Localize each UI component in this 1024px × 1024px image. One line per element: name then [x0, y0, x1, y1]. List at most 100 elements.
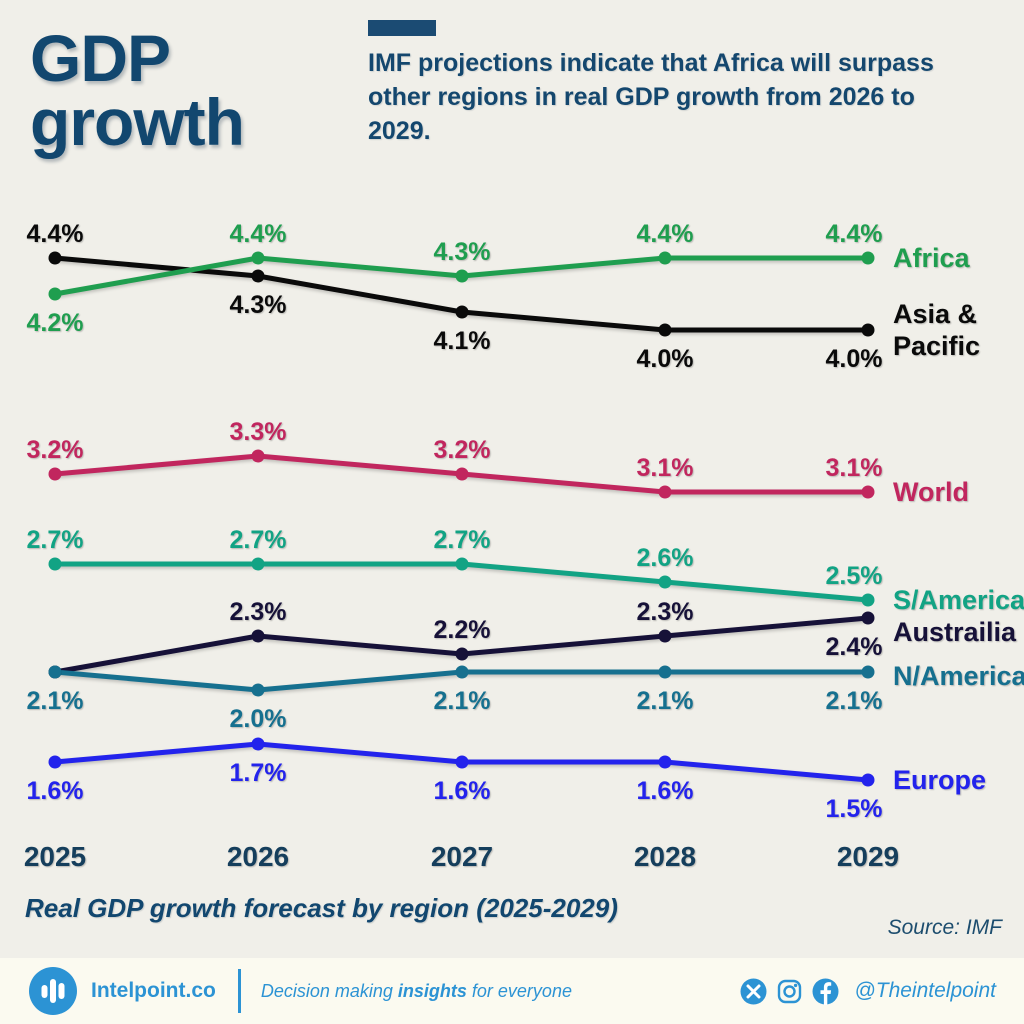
data-point-asia-pacific: [251, 269, 265, 283]
tagline-suffix: for everyone: [466, 980, 572, 1001]
footer-tagline: Decision making insights for everyone: [261, 981, 572, 1002]
value-label-n-america: 2.1%: [434, 687, 491, 715]
page-title-line1: GDP: [30, 21, 171, 95]
footer-divider: [237, 969, 241, 1013]
subtitle-text: IMF projections indicate that Africa wil…: [368, 49, 934, 145]
accent-bar: [368, 20, 436, 36]
value-label-austrailia: 2.3%: [637, 598, 694, 626]
data-point-asia-pacific: [48, 251, 62, 265]
data-point-world: [658, 485, 672, 499]
value-label-s-america: 2.6%: [637, 544, 694, 572]
legend-label-africa: Africa: [893, 243, 971, 273]
value-label-s-america: 2.5%: [826, 562, 883, 590]
x-axis-tick-2028: 2028: [634, 841, 696, 872]
value-label-europe: 1.5%: [826, 795, 883, 823]
data-point-europe: [251, 737, 265, 751]
value-label-africa: 4.3%: [434, 238, 491, 266]
facebook-icon: [812, 978, 839, 1005]
data-point-austrailia: [455, 647, 469, 661]
x-axis-tick-2026: 2026: [227, 841, 289, 872]
value-label-africa: 4.2%: [27, 309, 84, 337]
data-point-n-america: [455, 665, 469, 679]
page-title: GDP growth: [30, 21, 245, 159]
data-point-africa: [861, 251, 875, 265]
data-point-n-america: [861, 665, 875, 679]
data-point-world: [455, 467, 469, 481]
data-point-asia-pacific: [455, 305, 469, 319]
value-label-europe: 1.6%: [27, 777, 84, 805]
bar-chart-logo-icon: [28, 966, 78, 1016]
instagram-icon: [776, 978, 803, 1005]
value-label-world: 3.1%: [826, 454, 883, 482]
data-point-asia-pacific: [658, 323, 672, 337]
legend-label-world: World: [893, 477, 969, 507]
legend-label-n-america: N/America: [893, 661, 1024, 691]
chart-labels: 4.4% 4.3% 4.1% 4.0% 4.0% Asia &Pacific 4.2% 4.4…: [24, 220, 1024, 872]
value-label-n-america: 2.1%: [637, 687, 694, 715]
data-point-austrailia: [658, 629, 672, 643]
data-point-n-america: [251, 683, 265, 697]
legend-label-asia-pacific: Pacific: [893, 331, 980, 361]
series-line-asia-pacific: [52, 255, 871, 333]
value-label-europe: 1.7%: [230, 759, 287, 787]
chart-caption: Real GDP growth forecast by region (2025…: [25, 893, 618, 923]
value-label-asia-pacific: 4.0%: [826, 345, 883, 373]
x-axis-tick-2025: 2025: [24, 841, 86, 872]
value-label-s-america: 2.7%: [230, 526, 287, 554]
value-label-asia-pacific: 4.0%: [637, 345, 694, 373]
value-label-world: 3.2%: [27, 436, 84, 464]
data-point-europe: [658, 755, 672, 769]
value-label-n-america: 2.0%: [230, 705, 287, 733]
x-axis-tick-2029: 2029: [837, 841, 899, 872]
data-point-n-america: [658, 665, 672, 679]
data-point-s-america: [861, 593, 875, 607]
data-point-africa: [48, 287, 62, 301]
social-handle: @Theintelpoint: [854, 979, 996, 1002]
value-label-austrailia: 2.2%: [434, 616, 491, 644]
value-label-austrailia: 2.4%: [826, 633, 883, 661]
footer-bar: Intelpoint.co Decision making insights f…: [0, 958, 1024, 1024]
value-label-austrailia: 2.3%: [230, 598, 287, 626]
tagline-bold: insights: [397, 980, 467, 1001]
data-point-s-america: [251, 557, 265, 571]
data-point-s-america: [658, 575, 672, 589]
brand-block: Intelpoint.co: [28, 966, 216, 1016]
value-label-s-america: 2.7%: [27, 526, 84, 554]
data-point-europe: [861, 773, 875, 787]
value-label-n-america: 2.1%: [27, 687, 84, 715]
value-label-asia-pacific: 4.3%: [230, 291, 287, 319]
value-label-world: 3.2%: [434, 436, 491, 464]
legend-label-austrailia: Austrailia: [893, 617, 1017, 647]
tagline-prefix: Decision making: [260, 980, 398, 1001]
subtitle-block: IMF projections indicate that Africa wil…: [368, 20, 978, 148]
value-label-world: 3.1%: [637, 454, 694, 482]
page-title-line2: growth: [30, 85, 245, 159]
value-label-africa: 4.4%: [826, 220, 883, 248]
data-point-s-america: [48, 557, 62, 571]
data-point-austrailia: [861, 611, 875, 625]
data-point-austrailia: [251, 629, 265, 643]
data-point-n-america: [48, 665, 62, 679]
data-point-world: [251, 449, 265, 463]
legend-label-s-america: S/America: [893, 585, 1024, 615]
legend-label-europe: Europe: [893, 765, 986, 795]
value-label-s-america: 2.7%: [434, 526, 491, 554]
data-point-africa: [658, 251, 672, 265]
data-point-africa: [455, 269, 469, 283]
brand-name: Intelpoint.co: [91, 979, 216, 1002]
data-point-asia-pacific: [861, 323, 875, 337]
data-point-europe: [455, 755, 469, 769]
data-point-africa: [251, 251, 265, 265]
x-icon: [740, 978, 767, 1005]
data-point-world: [48, 467, 62, 481]
value-label-europe: 1.6%: [434, 777, 491, 805]
value-label-asia-pacific: 4.4%: [27, 220, 84, 248]
source-note: Source: IMF: [887, 916, 1002, 939]
x-axis-tick-2027: 2027: [431, 841, 493, 872]
value-label-world: 3.3%: [230, 418, 287, 446]
data-point-europe: [48, 755, 62, 769]
legend-label-asia-pacific: Asia &: [893, 299, 977, 329]
value-label-asia-pacific: 4.1%: [434, 327, 491, 355]
